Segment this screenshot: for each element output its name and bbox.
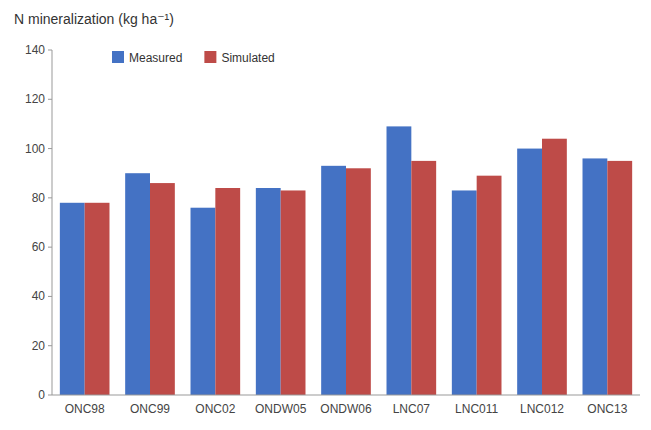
y-tick-label: 60	[32, 240, 46, 254]
x-tick-label: LNC07	[393, 402, 431, 416]
bar	[215, 188, 240, 395]
y-axis-line	[52, 50, 53, 395]
x-tick-label: ONDW05	[255, 402, 307, 416]
bar	[583, 158, 608, 395]
y-tick-label: 140	[25, 43, 45, 57]
bar	[60, 203, 85, 395]
x-axis-line	[52, 395, 640, 396]
bar	[125, 173, 150, 395]
bar	[517, 149, 542, 395]
chart-svg: N mineralization (kg ha⁻¹) 0 20 40 60 80 100 12…	[0, 0, 651, 430]
bars	[60, 126, 632, 395]
y-tick	[48, 50, 52, 51]
y-tick	[48, 296, 52, 297]
bar	[346, 168, 371, 395]
bar	[607, 161, 632, 395]
bar	[452, 190, 477, 395]
legend-label: Measured	[129, 51, 182, 65]
x-tick-label: ONDW06	[320, 402, 372, 416]
legend-swatch	[204, 51, 216, 63]
bar	[321, 166, 346, 395]
bar	[477, 176, 502, 395]
y-tick	[48, 247, 52, 248]
bar	[281, 190, 306, 395]
y-label: N mineralization (kg ha⁻¹)	[14, 11, 174, 27]
y-tick	[48, 197, 52, 198]
bar	[150, 183, 175, 395]
x-tick-label: ONC13	[587, 402, 627, 416]
y-tick-label: 80	[32, 191, 46, 205]
legend-swatch	[112, 51, 124, 63]
y-tick	[48, 148, 52, 149]
bar	[256, 188, 281, 395]
y-tick-label: 40	[32, 289, 46, 303]
x-tick-label: LNC011	[455, 402, 498, 416]
y-tick-label: 20	[32, 339, 46, 353]
legend-label: Simulated	[221, 51, 274, 65]
y-tick-label: 100	[25, 142, 45, 156]
y-tick	[48, 345, 52, 346]
x-tick-label: ONC99	[130, 402, 170, 416]
y-axis: 0 20 40 60 80 100 120 140	[25, 43, 52, 402]
bar	[542, 139, 567, 395]
x-tick-label: ONC98	[65, 402, 105, 416]
bar	[387, 126, 412, 395]
bar	[85, 203, 110, 395]
chart-container: N mineralization (kg ha⁻¹) 0 20 40 60 80 100 12…	[0, 0, 651, 430]
y-tick-label: 120	[25, 92, 45, 106]
x-tick-label: ONC02	[195, 402, 235, 416]
y-tick	[48, 395, 52, 396]
legend: Measured Simulated	[112, 51, 275, 65]
y-tick	[48, 99, 52, 100]
bar	[191, 208, 216, 395]
y-tick-label: 0	[38, 388, 45, 402]
bar	[411, 161, 436, 395]
x-tick-label: LNC012	[520, 402, 564, 416]
